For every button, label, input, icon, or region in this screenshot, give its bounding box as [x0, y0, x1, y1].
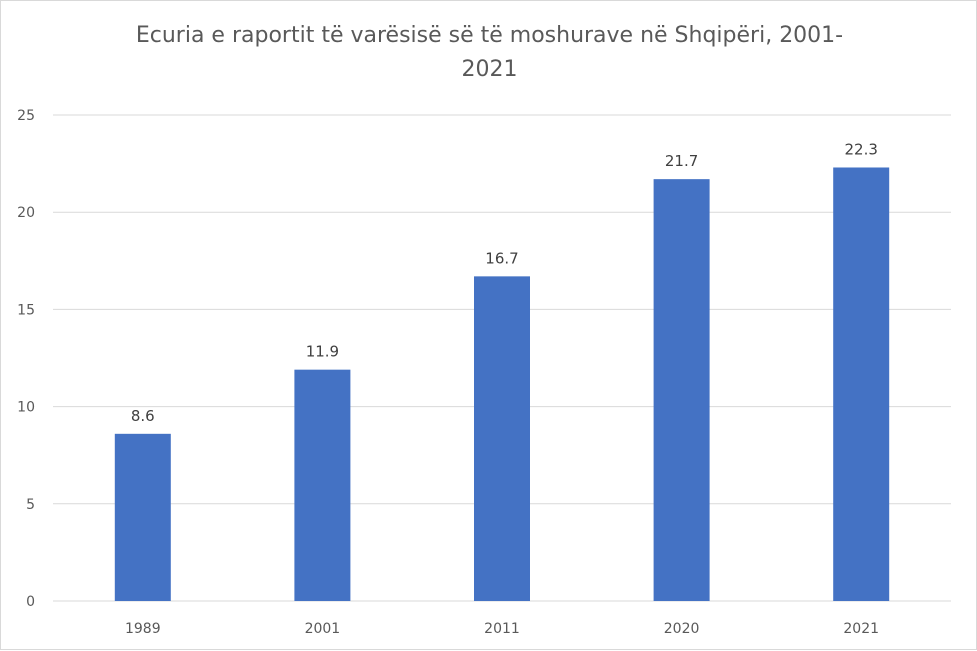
chart-title: Ecuria e raportit të varësisë së të mosh… — [91, 19, 888, 87]
data-label: 8.6 — [131, 407, 155, 425]
bar — [114, 433, 171, 601]
data-label: 16.7 — [485, 249, 518, 267]
x-tick-label: 1989 — [125, 621, 161, 637]
y-tick-label: 15 — [17, 302, 35, 318]
bar — [833, 167, 890, 601]
x-tick-label: 2011 — [484, 621, 520, 637]
chart-title-line-2: 2021 — [461, 57, 518, 82]
y-tick-label: 0 — [26, 594, 35, 610]
bar — [294, 369, 351, 601]
chart-title-line-1: Ecuria e raportit të varësisë së të mosh… — [135, 23, 844, 48]
x-tick-label: 2001 — [305, 621, 341, 637]
y-tick-label: 25 — [17, 108, 35, 124]
y-tick-label: 5 — [26, 497, 35, 513]
y-tick-label: 10 — [17, 400, 35, 416]
x-tick-label: 2021 — [843, 621, 879, 637]
data-label: 22.3 — [844, 140, 877, 158]
x-tick-label: 2020 — [664, 621, 700, 637]
data-label: 21.7 — [665, 152, 698, 170]
y-tick-label: 20 — [17, 205, 35, 221]
bar — [653, 179, 710, 602]
bar — [474, 276, 530, 601]
data-label: 11.9 — [306, 343, 339, 361]
